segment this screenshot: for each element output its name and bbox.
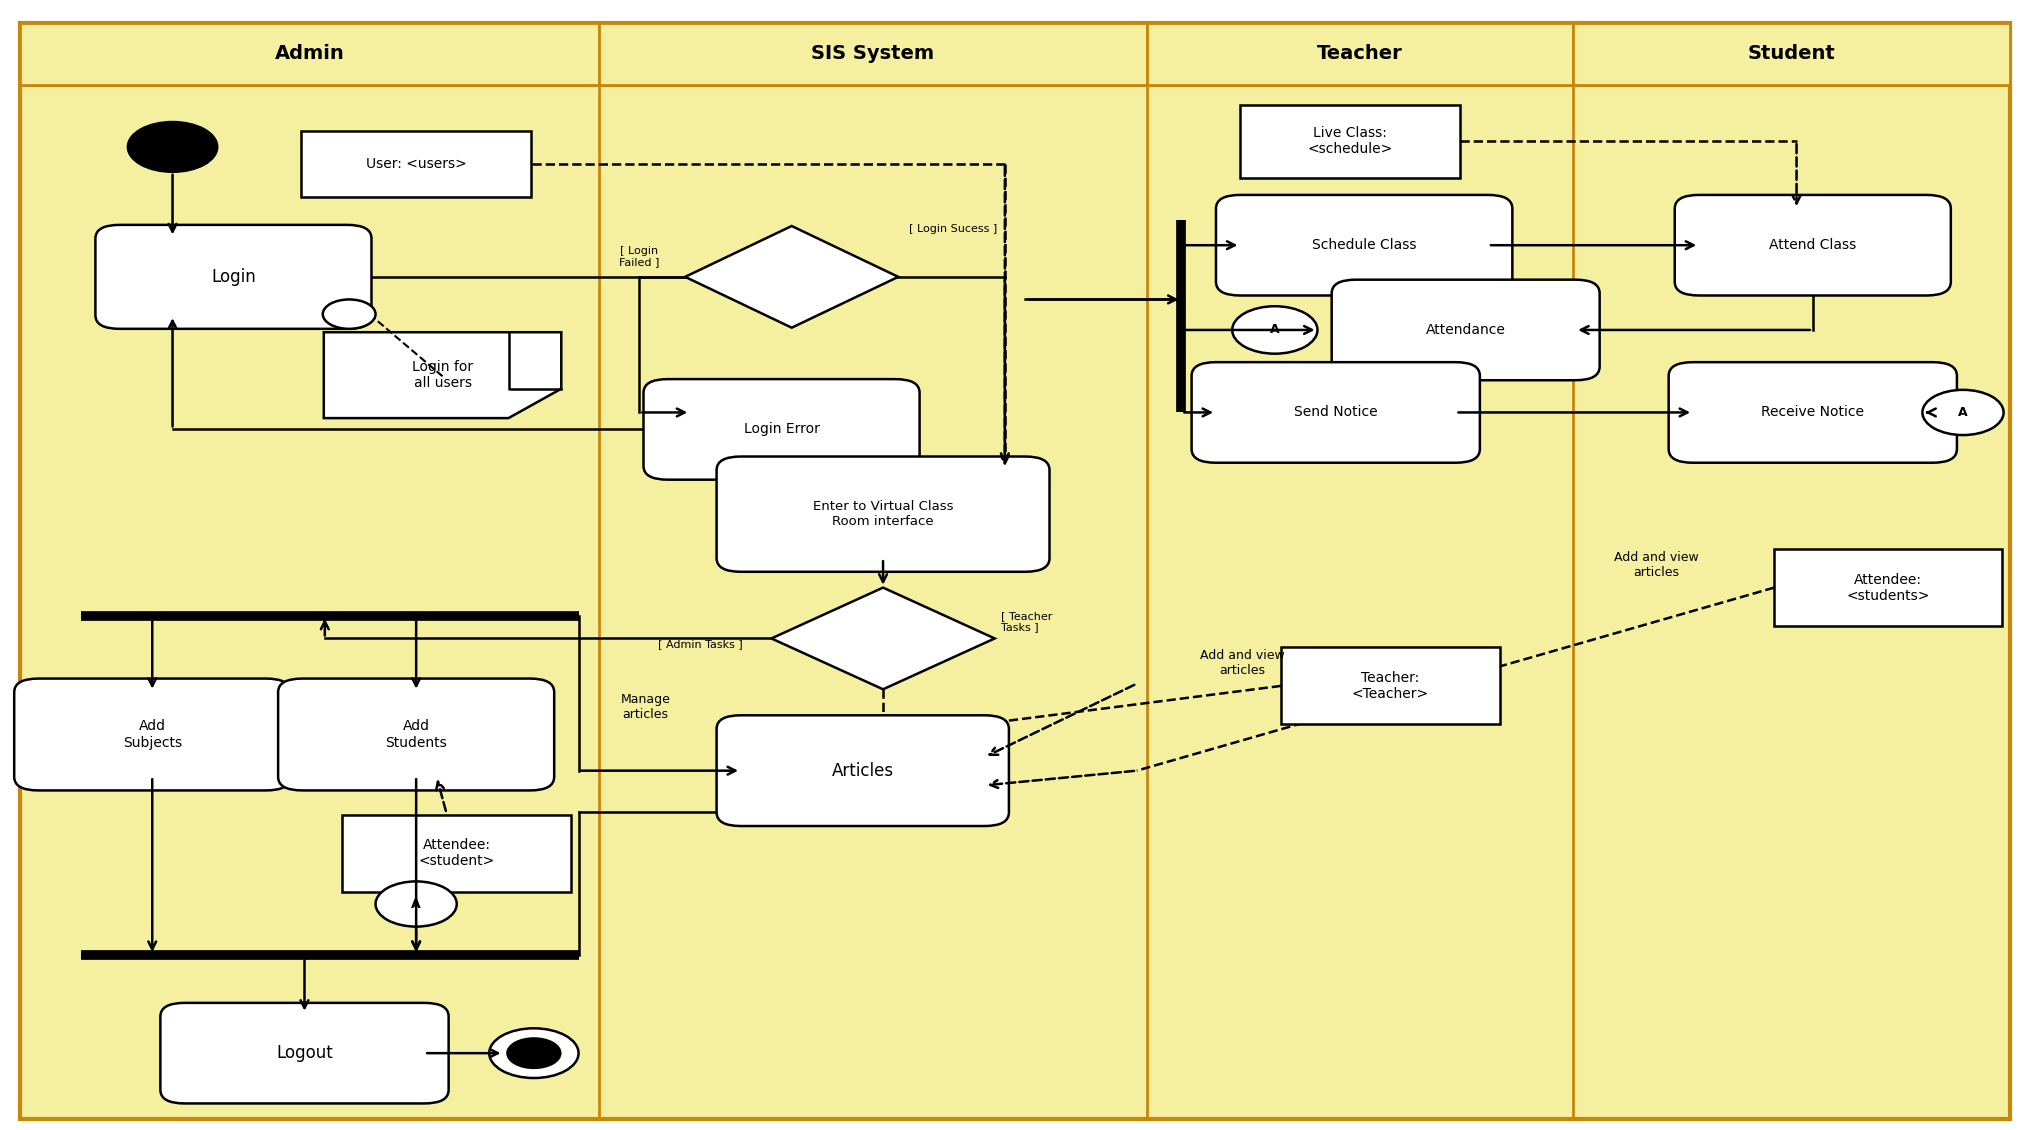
Text: Manage
articles: Manage articles	[621, 694, 670, 721]
Text: Attend Class: Attend Class	[1770, 238, 1855, 252]
Bar	[1240, 105, 1460, 179]
Text: Attendee:
<student>: Attendee: <student>	[418, 838, 495, 868]
Text: Login: Login	[211, 268, 256, 286]
Polygon shape	[771, 588, 995, 689]
Text: A: A	[1271, 323, 1279, 337]
Text: [ Login
Failed ]: [ Login Failed ]	[619, 245, 660, 268]
FancyBboxPatch shape	[1669, 362, 1957, 463]
Text: Login Error: Login Error	[743, 423, 820, 436]
Polygon shape	[325, 332, 560, 418]
FancyBboxPatch shape	[1216, 194, 1512, 296]
Circle shape	[508, 1038, 560, 1068]
FancyBboxPatch shape	[1675, 194, 1951, 296]
Text: Student: Student	[1748, 44, 1835, 63]
Text: [ Teacher
Tasks ]: [ Teacher Tasks ]	[1001, 610, 1052, 633]
Bar	[341, 815, 572, 892]
Text: Enter to Virtual Class
Room interface: Enter to Virtual Class Room interface	[812, 501, 954, 528]
FancyBboxPatch shape	[1192, 362, 1480, 463]
FancyBboxPatch shape	[1332, 280, 1600, 380]
Circle shape	[489, 1028, 579, 1078]
Text: SIS System: SIS System	[812, 44, 934, 63]
Circle shape	[128, 122, 217, 172]
FancyBboxPatch shape	[278, 678, 554, 791]
Text: A: A	[412, 897, 420, 911]
Bar	[300, 131, 532, 197]
FancyBboxPatch shape	[644, 380, 920, 479]
Bar	[1573, 23, 2010, 85]
Circle shape	[323, 299, 376, 329]
FancyBboxPatch shape	[95, 225, 371, 329]
Text: Send Notice: Send Notice	[1293, 406, 1378, 419]
Text: Articles: Articles	[832, 762, 893, 780]
Text: Add
Students: Add Students	[386, 720, 447, 749]
Circle shape	[1232, 306, 1317, 354]
Circle shape	[376, 881, 457, 927]
Bar	[599, 23, 1147, 85]
Text: Live Class:
<schedule>: Live Class: <schedule>	[1307, 127, 1393, 156]
FancyBboxPatch shape	[717, 715, 1009, 826]
Text: Teacher: Teacher	[1317, 44, 1403, 63]
FancyBboxPatch shape	[14, 678, 290, 791]
Text: Attendee:
<students>: Attendee: <students>	[1845, 573, 1931, 602]
Text: A: A	[1959, 406, 1967, 419]
Text: Schedule Class: Schedule Class	[1311, 238, 1417, 252]
Text: Attendance: Attendance	[1425, 323, 1506, 337]
Bar	[20, 23, 599, 85]
Text: Add
Subjects: Add Subjects	[122, 720, 183, 749]
Text: Login for
all users: Login for all users	[412, 360, 473, 390]
Bar	[1147, 23, 1573, 85]
FancyBboxPatch shape	[160, 1003, 449, 1103]
Text: Teacher:
<Teacher>: Teacher: <Teacher>	[1352, 671, 1429, 701]
Text: User: <users>: User: <users>	[365, 157, 467, 171]
Text: [ Admin Tasks ]: [ Admin Tasks ]	[658, 640, 743, 649]
Bar	[1281, 647, 1500, 724]
Text: Logout: Logout	[276, 1044, 333, 1062]
Text: Add and view
articles: Add and view articles	[1200, 650, 1285, 677]
Bar	[1774, 549, 2002, 626]
Circle shape	[1922, 390, 2004, 435]
Text: Admin: Admin	[274, 44, 345, 63]
Text: [ Login Sucess ]: [ Login Sucess ]	[909, 225, 997, 234]
Text: Receive Notice: Receive Notice	[1762, 406, 1864, 419]
Polygon shape	[684, 226, 897, 328]
Text: Add and view
articles: Add and view articles	[1614, 551, 1699, 579]
FancyBboxPatch shape	[717, 457, 1050, 572]
